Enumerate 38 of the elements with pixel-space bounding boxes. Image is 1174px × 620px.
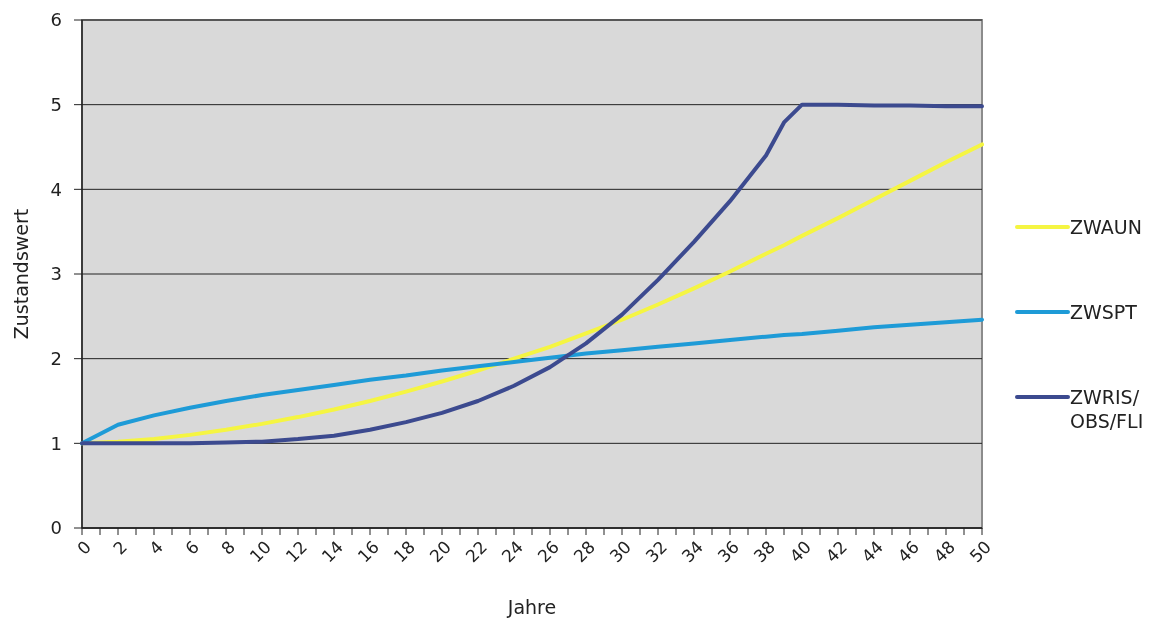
y-tick-label: 6 [50, 9, 62, 31]
x-tick-label: 18 [389, 536, 420, 567]
x-tick-label: 44 [857, 536, 888, 567]
y-axis-title: Zustandswert [10, 208, 32, 340]
x-tick-label: 46 [893, 536, 924, 567]
x-tick-label: 8 [217, 536, 240, 559]
y-tick-label: 4 [50, 178, 62, 200]
x-axis-title: Jahre [506, 596, 557, 618]
x-tick-label: 38 [749, 536, 780, 567]
x-tick-label: 24 [497, 536, 528, 567]
x-tick-label: 12 [281, 536, 312, 567]
x-tick-label: 32 [641, 536, 672, 567]
x-tick-label: 42 [821, 536, 852, 567]
x-tick-label: 26 [533, 536, 564, 567]
x-tick-label: 10 [245, 536, 276, 567]
y-tick-label: 0 [50, 517, 62, 539]
legend-label: ZWRIS/OBS/FLI [1070, 385, 1144, 433]
x-tick-label: 4 [145, 536, 168, 559]
x-tick-label: 48 [929, 536, 960, 567]
x-tick-label: 30 [605, 536, 636, 567]
x-tick-label: 22 [461, 536, 492, 567]
x-tick-label: 50 [965, 536, 996, 567]
x-tick-label: 6 [181, 536, 204, 559]
y-tick-label: 1 [50, 432, 62, 454]
x-tick-label: 0 [73, 536, 96, 559]
x-tick-label: 20 [425, 536, 456, 567]
legend-label: ZWSPT [1070, 300, 1138, 323]
x-tick-label: 16 [353, 536, 384, 567]
x-tick-label: 40 [785, 536, 816, 567]
x-tick-label: 28 [569, 536, 600, 567]
y-tick-label: 3 [50, 263, 62, 285]
y-tick-label: 5 [50, 93, 62, 115]
legend-label: ZWAUN [1070, 215, 1142, 238]
x-tick-label: 2 [109, 536, 132, 559]
x-tick-label: 34 [677, 536, 708, 567]
y-tick-label: 2 [50, 347, 62, 369]
x-tick-label: 14 [317, 536, 348, 567]
x-tick-label: 36 [713, 536, 744, 567]
